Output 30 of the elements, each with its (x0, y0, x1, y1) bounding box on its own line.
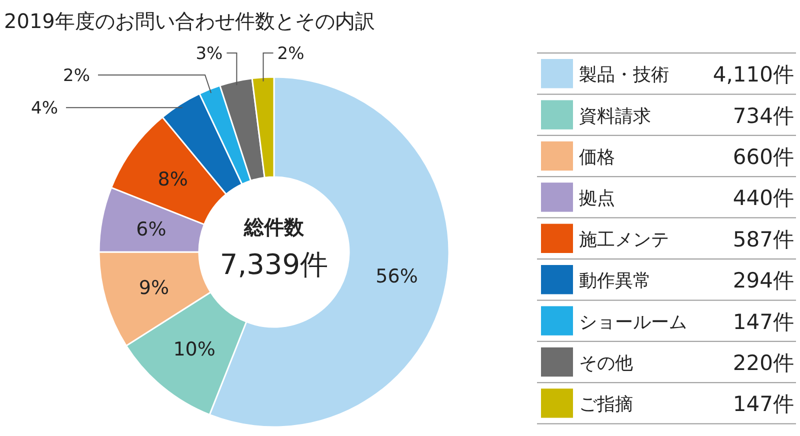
text: 7,339件 (220, 248, 328, 281)
data-label: 6% (136, 218, 166, 241)
text: 587件 (732, 227, 794, 252)
text: 147件 (732, 392, 794, 416)
legend-label: 価格 (579, 147, 615, 168)
legend-label: ショールーム (579, 312, 687, 333)
text: 734件 (732, 104, 794, 128)
data-label: 2% (63, 66, 90, 86)
data-label: 8% (158, 168, 188, 191)
data-label: 3% (196, 44, 223, 64)
data-label: 4% (31, 98, 58, 119)
legend-label: 製品・技術 (579, 64, 669, 86)
legend-label: ご指摘 (579, 394, 633, 416)
chart-title: 2019年度のお問い合わせ件数とその内訳 (4, 9, 375, 33)
data-label: 9% (138, 276, 170, 299)
text: 440件 (732, 186, 794, 210)
text: 660件 (732, 145, 794, 169)
text: 4,110件 (712, 62, 794, 87)
text: 総件数 (243, 215, 305, 239)
data-label: 2% (277, 44, 304, 64)
legend-label: その他 (579, 353, 633, 374)
data-label: 56% (376, 265, 418, 288)
legend-label: 施工メンテ (579, 229, 669, 250)
legend-label: 資料請求 (579, 106, 651, 127)
data-label: 10% (173, 338, 216, 360)
legend-label: 拠点 (579, 188, 615, 210)
text: 220件 (732, 351, 794, 375)
text: 294件 (732, 268, 794, 293)
legend-label: 動作異常 (579, 270, 651, 292)
text: 147件 (732, 310, 794, 334)
